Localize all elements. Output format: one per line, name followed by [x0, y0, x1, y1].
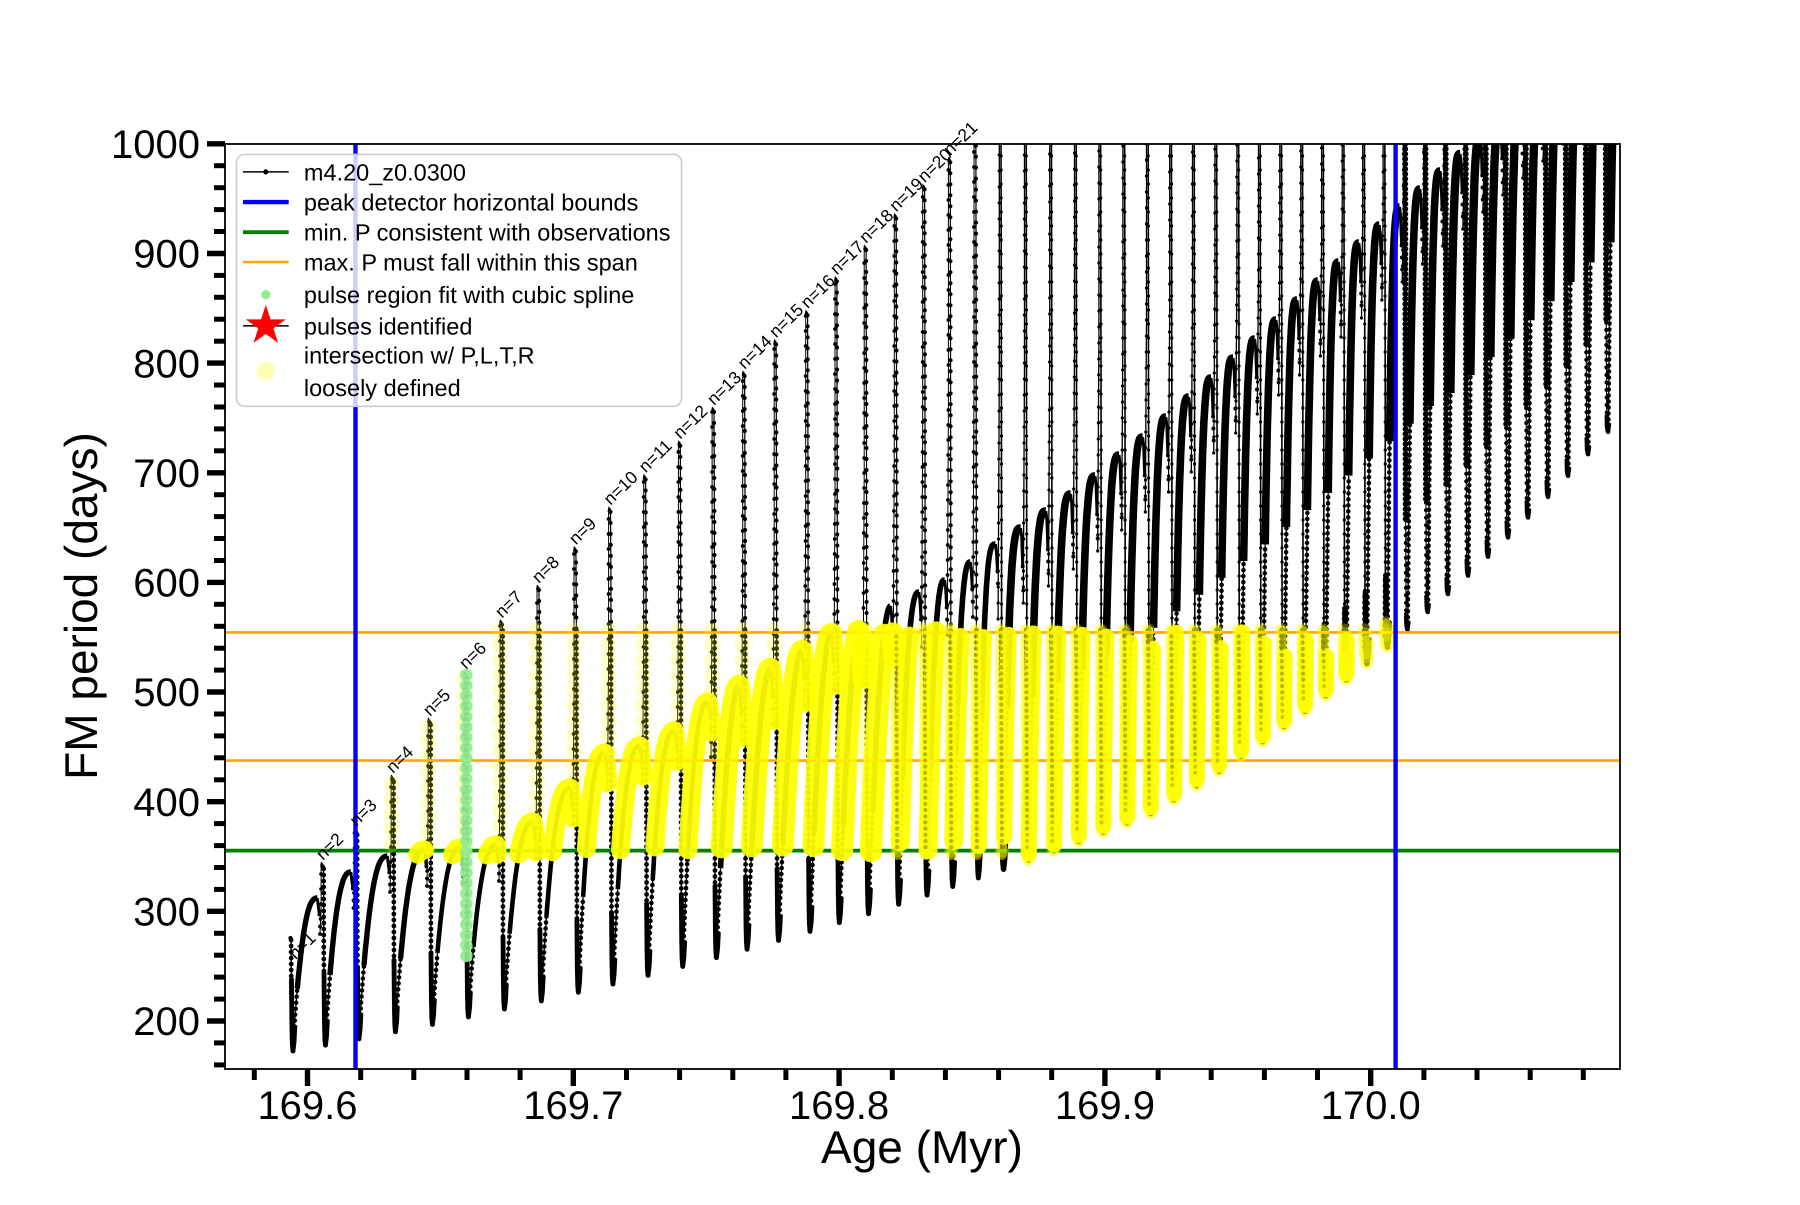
svg-text:loosely defined: loosely defined	[304, 375, 461, 401]
svg-text:peak detector horizontal bound: peak detector horizontal bounds	[304, 190, 638, 216]
svg-text:600: 600	[133, 562, 200, 606]
svg-text:900: 900	[133, 233, 200, 277]
svg-text:500: 500	[133, 671, 200, 715]
svg-text:max. P must fall within this s: max. P must fall within this span	[304, 249, 638, 275]
svg-text:800: 800	[133, 342, 200, 386]
svg-text:m4.20_z0.0300: m4.20_z0.0300	[304, 159, 466, 185]
svg-text:pulses identified: pulses identified	[304, 313, 473, 339]
svg-text:Age (Myr): Age (Myr)	[821, 1121, 1023, 1173]
svg-text:FM period (days): FM period (days)	[55, 432, 107, 780]
svg-text:170.0: 170.0	[1321, 1084, 1421, 1128]
svg-text:300: 300	[133, 891, 200, 935]
svg-text:169.9: 169.9	[1055, 1084, 1155, 1128]
svg-text:pulse region fit with cubic sp: pulse region fit with cubic spline	[304, 282, 634, 308]
svg-text:169.7: 169.7	[523, 1084, 623, 1128]
svg-text:min. P consistent with observa: min. P consistent with observations	[304, 220, 671, 246]
svg-text:700: 700	[133, 452, 200, 496]
svg-text:intersection w/ P,L,T,R: intersection w/ P,L,T,R	[304, 343, 535, 369]
svg-text:169.8: 169.8	[789, 1084, 889, 1128]
svg-text:1000: 1000	[111, 123, 200, 167]
svg-text:400: 400	[133, 781, 200, 825]
svg-text:200: 200	[133, 1000, 200, 1044]
svg-text:169.6: 169.6	[257, 1084, 357, 1128]
